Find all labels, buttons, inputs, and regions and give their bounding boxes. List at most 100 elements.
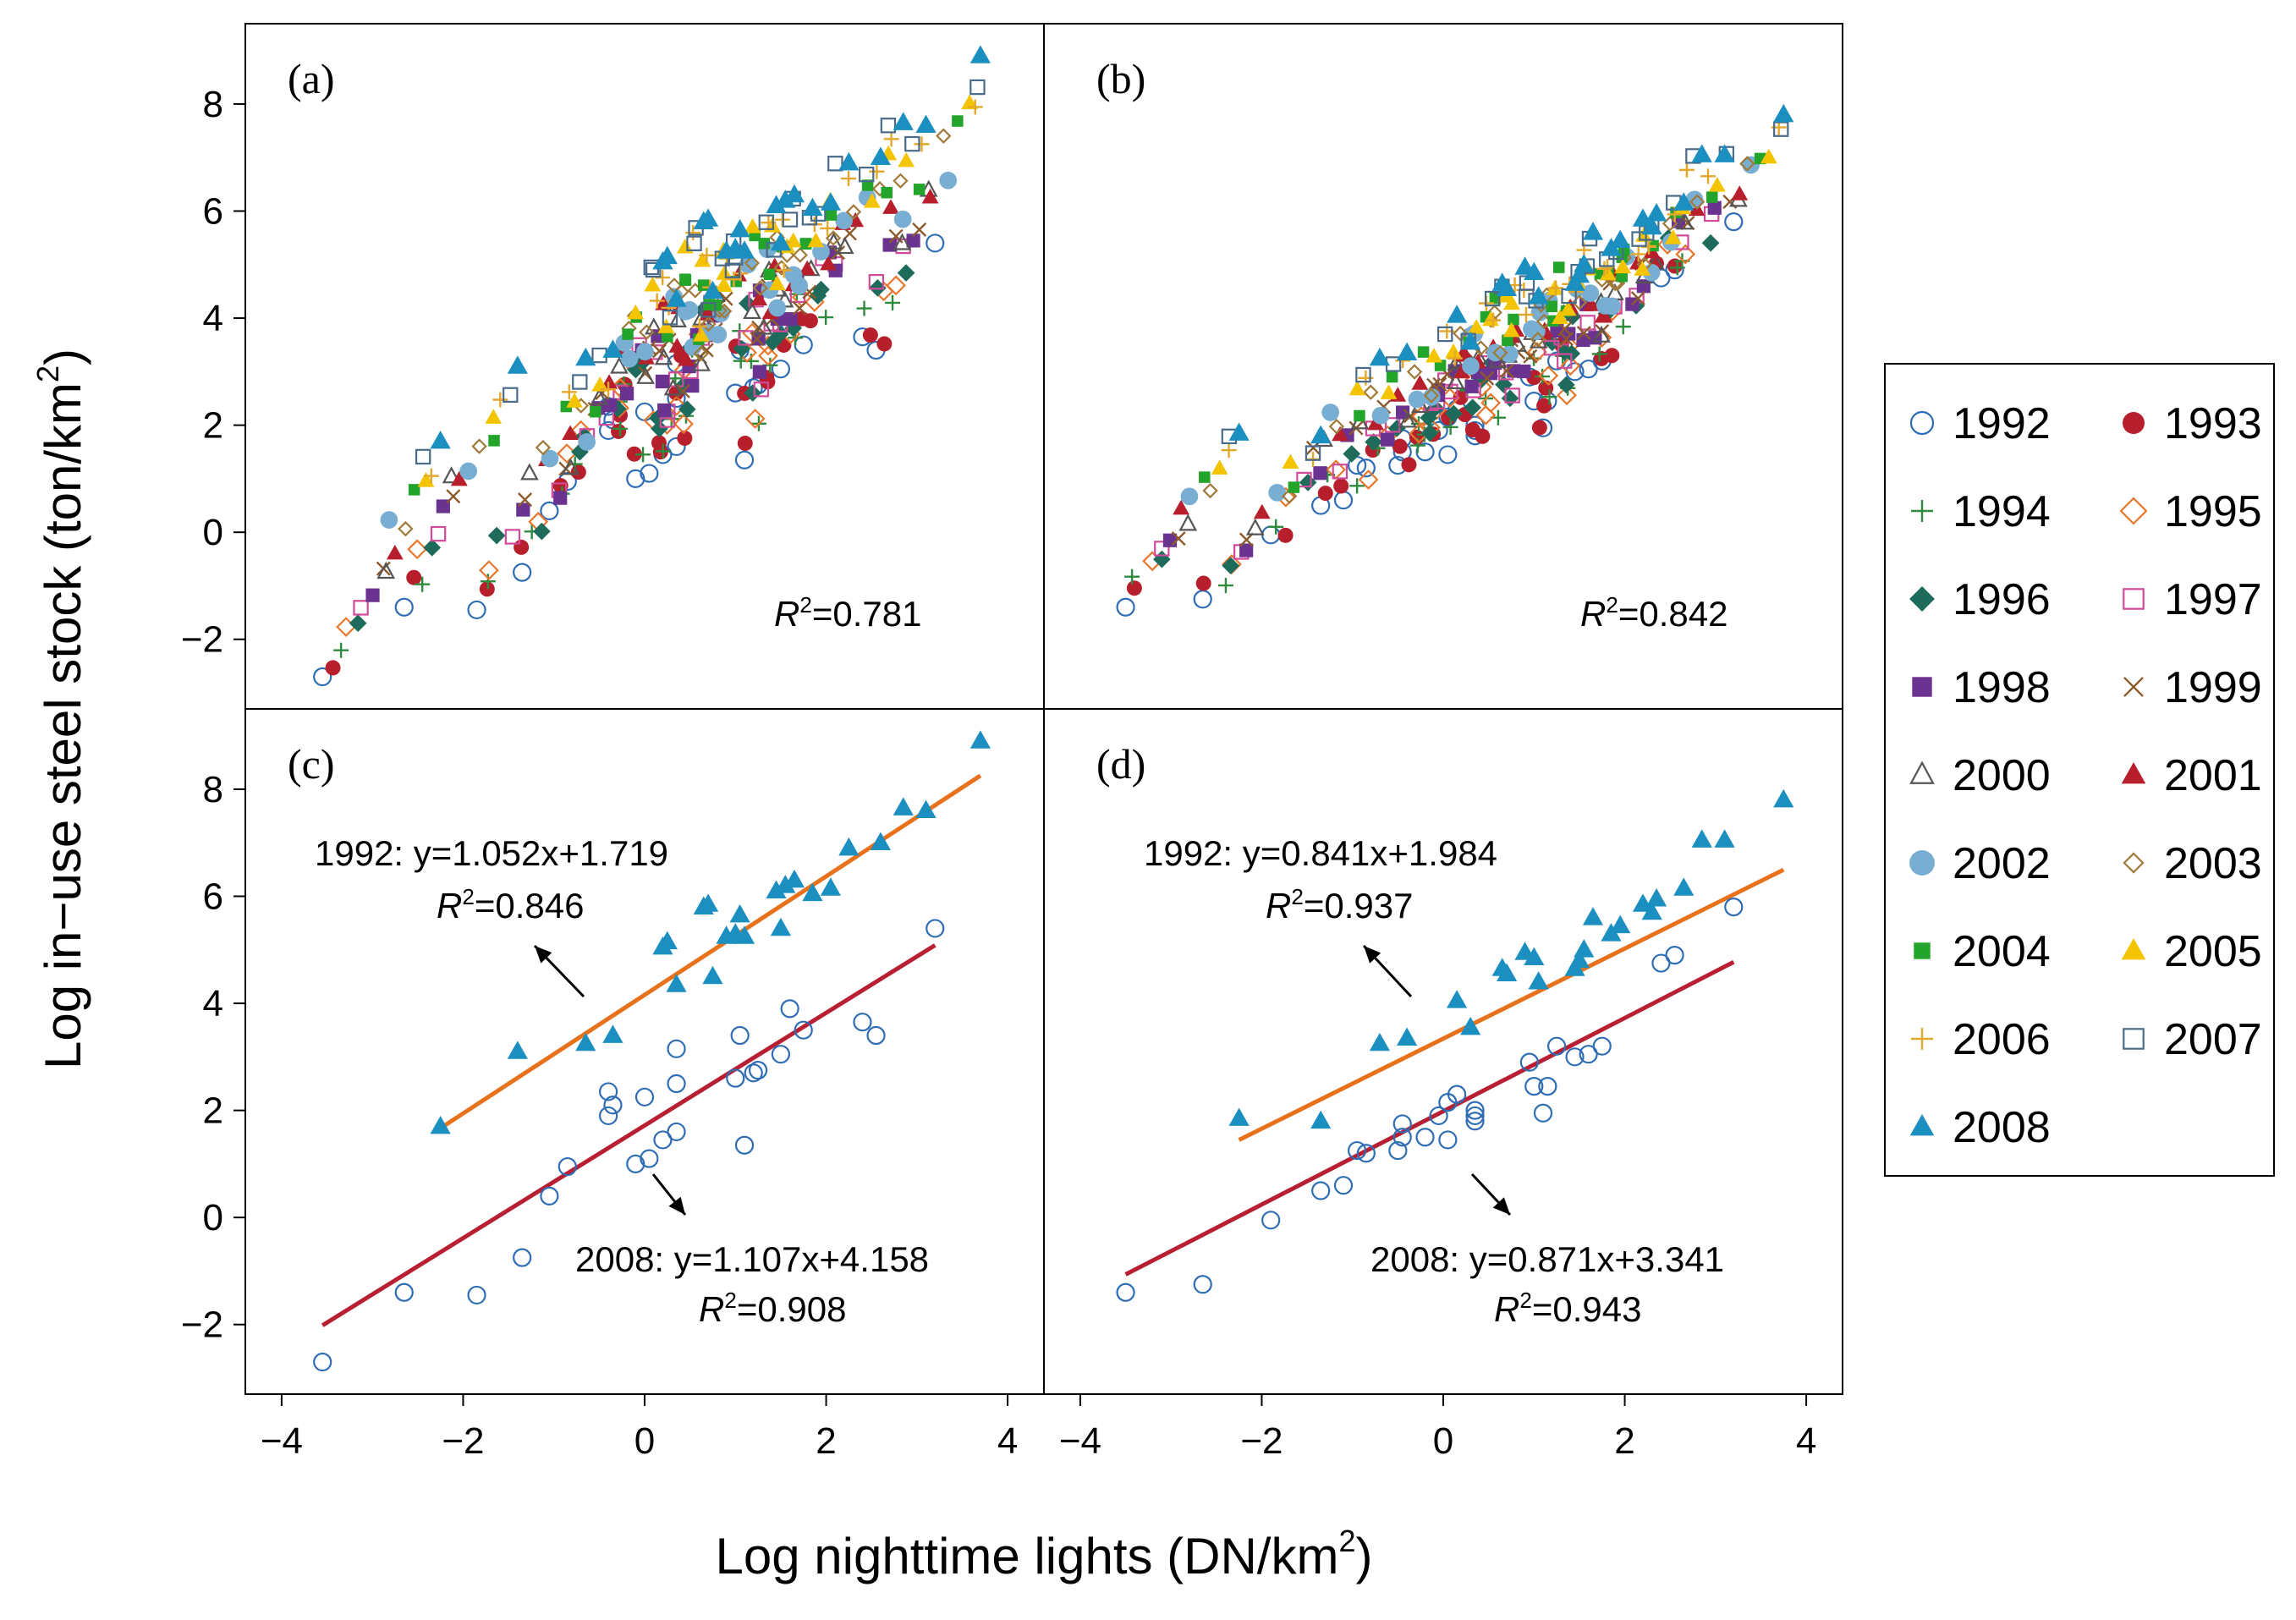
r-superscript: 2: [1606, 592, 1618, 618]
point-2008: [575, 1032, 596, 1052]
point-2004: [1199, 471, 1211, 483]
point-1999: [1171, 531, 1186, 546]
point-1999: [1559, 332, 1574, 347]
legend-label-2005: 2005: [2164, 927, 2262, 976]
point-2003: [700, 316, 717, 332]
point-1993: [479, 581, 495, 597]
point-1998: [603, 398, 618, 413]
point-2003: [773, 260, 789, 276]
point-1993: [1531, 420, 1547, 436]
point-2008: [1714, 144, 1735, 162]
point-1994: [1615, 319, 1631, 335]
point-2008: [1496, 963, 1518, 982]
y-tick-label: 2: [203, 405, 223, 447]
point-2000: [893, 233, 912, 250]
point-1992: [1465, 1101, 1485, 1120]
point-1997: [504, 529, 521, 545]
point-2004: [1616, 270, 1628, 283]
point-2008: [1610, 229, 1631, 249]
point-2008: [1228, 422, 1250, 441]
legend-label-2001: 2001: [2164, 751, 2262, 800]
point-2000: [590, 387, 609, 406]
point-2001: [799, 260, 816, 276]
point-2008: [766, 195, 787, 213]
point-1992: [467, 1285, 486, 1305]
legend-label-1998: 1998: [1953, 663, 2051, 712]
point-2007: [686, 235, 702, 251]
legend-marker-1998: [1912, 677, 1932, 697]
point-2006: [1447, 350, 1463, 366]
x-tick-label: 4: [1796, 1420, 1816, 1462]
point-2003: [752, 280, 768, 296]
point-1998: [882, 238, 897, 252]
r2-c-upper: R2=0.846: [437, 884, 584, 925]
r-superscript: 2: [462, 884, 474, 909]
point-2001: [1411, 375, 1429, 390]
r-superscript: 2: [724, 1288, 736, 1313]
point-1992: [653, 1130, 673, 1150]
point-2006: [561, 384, 577, 400]
point-2008: [1369, 347, 1391, 366]
point-1998: [365, 588, 380, 602]
point-1996: [1420, 424, 1439, 442]
point-1998: [752, 365, 766, 379]
point-2001: [668, 338, 686, 353]
point-1999: [1432, 376, 1447, 392]
point-2002: [1408, 390, 1426, 409]
point-1996: [349, 614, 367, 633]
point-2001: [601, 374, 618, 389]
point-1995: [673, 414, 694, 435]
point-1995: [886, 275, 907, 296]
point-1998: [657, 403, 672, 418]
point-2006: [685, 225, 701, 241]
point-1993: [552, 478, 569, 494]
legend-label-2008: 2008: [1953, 1103, 2051, 1152]
point-2008: [820, 192, 842, 211]
point-2005: [961, 94, 978, 110]
r2-d-upper-value: =0.937: [1304, 886, 1414, 925]
point-1993: [737, 436, 753, 452]
point-2001: [678, 350, 695, 366]
point-1992: [744, 1063, 763, 1083]
point-1992: [640, 1149, 659, 1168]
point-2008: [770, 232, 792, 251]
point-1997: [1332, 464, 1348, 480]
legend-label-2007: 2007: [2164, 1015, 2262, 1064]
point-1993: [1126, 580, 1142, 596]
point-1994: [885, 294, 901, 310]
point-1997: [1504, 387, 1520, 404]
point-1992: [1579, 360, 1598, 379]
point-1996: [423, 538, 442, 557]
point-2001: [1731, 185, 1749, 200]
point-2000: [668, 310, 687, 327]
point-1998: [1576, 332, 1590, 348]
r-symbol: R: [1266, 886, 1291, 925]
point-1993: [1392, 438, 1408, 454]
point-2001: [1173, 499, 1190, 515]
legend-marker-2003: [2123, 852, 2145, 874]
point-1992: [1651, 953, 1671, 973]
point-1993: [1464, 422, 1480, 438]
point-1992: [1579, 1045, 1598, 1064]
point-2008: [733, 925, 755, 944]
point-2000: [376, 562, 396, 579]
point-1999: [699, 343, 714, 358]
point-1995: [666, 395, 687, 416]
point-2008: [1446, 305, 1468, 323]
point-2001: [1332, 426, 1349, 442]
point-1992: [1538, 1077, 1557, 1096]
point-1996: [694, 301, 712, 320]
point-1993: [677, 430, 693, 446]
point-2006: [841, 171, 857, 187]
point-1992: [1524, 1077, 1544, 1096]
point-2005: [784, 232, 802, 248]
point-2008: [893, 797, 914, 815]
point-1992: [598, 1082, 618, 1101]
point-2002: [1371, 406, 1390, 425]
point-2003: [825, 230, 842, 246]
point-1993: [626, 446, 642, 462]
point-2001: [921, 188, 939, 204]
point-2007: [503, 387, 519, 404]
point-1992: [730, 1025, 750, 1046]
